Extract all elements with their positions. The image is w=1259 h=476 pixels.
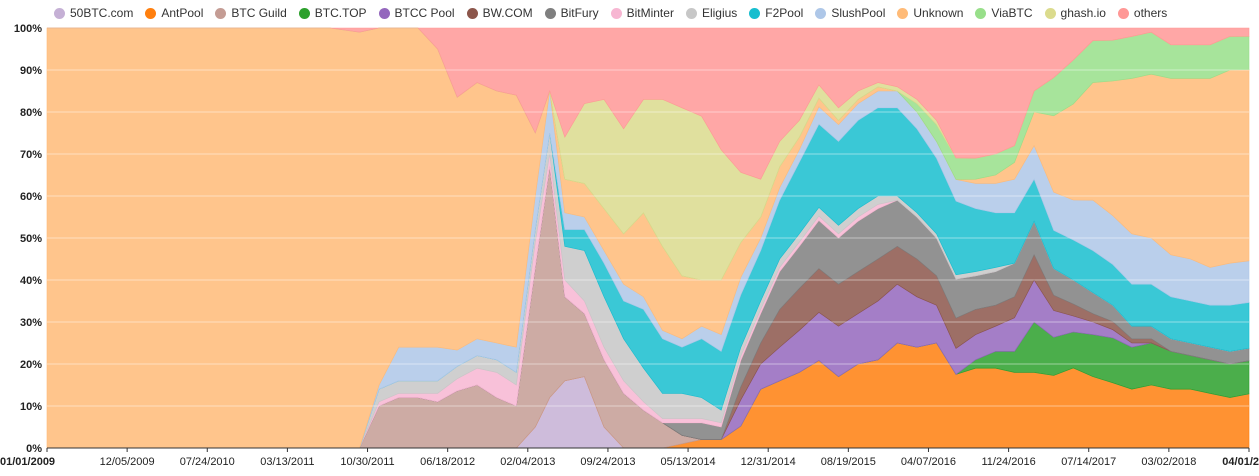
legend-item-btc-top[interactable]: BTC.TOP <box>298 6 367 20</box>
legend-item-btc-guild[interactable]: BTC Guild <box>215 6 287 20</box>
legend-marker <box>815 7 827 19</box>
legend-item-bw-com[interactable]: BW.COM <box>466 6 533 20</box>
legend-label: SlushPool <box>831 6 886 20</box>
legend-item-others[interactable]: others <box>1117 6 1168 20</box>
legend-label: Eligius <box>701 6 738 20</box>
grid <box>47 69 1249 407</box>
legend-item-viabtc[interactable]: ViaBTC <box>975 6 1033 20</box>
area-others <box>47 27 1250 180</box>
legend-marker <box>54 7 65 19</box>
x-tick-label: 01/01/2009 <box>0 456 55 468</box>
x-tick-label: 05/13/2014 <box>661 456 716 468</box>
y-tick-label: 40% <box>20 275 42 287</box>
legend-item-bitfury[interactable]: BitFury <box>544 6 599 20</box>
x-tick-label: 09/24/2013 <box>580 456 635 468</box>
legend-label: F2Pool <box>765 6 804 20</box>
x-tick-label: 02/04/2013 <box>500 456 555 468</box>
legend-item-f2pool[interactable]: F2Pool <box>749 6 803 20</box>
x-tick-label: 07/24/2010 <box>180 456 235 468</box>
legend-label: 50BTC.com <box>70 6 134 20</box>
legend-item-antpool[interactable]: AntPool <box>145 6 203 20</box>
legend-item-bitminter[interactable]: BitMinter <box>610 6 674 20</box>
area-series-group <box>46 27 1250 449</box>
legend-marker <box>685 7 697 19</box>
x-tick-label: 12/05/2009 <box>100 456 155 468</box>
legend-marker <box>544 7 556 19</box>
legend-marker <box>897 7 909 19</box>
x-tick-label: 12/31/2014 <box>741 456 796 468</box>
y-tick-label: 50% <box>20 233 42 245</box>
y-tick-label: 30% <box>20 317 42 329</box>
x-tick-label: 06/18/2012 <box>420 456 475 468</box>
y-tick-label: 20% <box>20 359 42 371</box>
legend-label: BitFury <box>560 6 599 20</box>
legend-label: AntPool <box>161 6 204 20</box>
legend-marker <box>749 7 761 19</box>
legend-label: ViaBTC <box>991 6 1033 20</box>
legend-marker <box>1044 7 1056 19</box>
legend-marker <box>1117 7 1129 19</box>
legend-item-btcc-pool[interactable]: BTCC Pool <box>378 6 455 20</box>
legend-label: ghash.io <box>1060 6 1106 20</box>
legend-marker <box>610 7 622 19</box>
x-tick-label: 03/02/2018 <box>1141 456 1196 468</box>
x-tick-label: 04/01/2 <box>1222 456 1259 468</box>
legend-marker <box>975 7 987 19</box>
y-tick-label: 0% <box>26 443 42 455</box>
legend-marker <box>466 7 478 19</box>
legend-marker <box>378 7 390 19</box>
legend-marker <box>145 7 157 19</box>
legend-label: BW.COM <box>482 6 533 20</box>
x-tick-label: 08/19/2015 <box>821 456 876 468</box>
y-tick-label: 80% <box>20 107 42 119</box>
legend-marker <box>215 7 227 19</box>
legend-item-unknown[interactable]: Unknown <box>897 6 963 20</box>
legend-label: BitMinter <box>626 6 674 20</box>
x-tick-label: 07/14/2017 <box>1061 456 1116 468</box>
y-tick-label: 90% <box>20 65 42 77</box>
legend-item-ghash-io[interactable]: ghash.io <box>1044 6 1106 20</box>
y-tick-label: 100% <box>14 23 42 35</box>
legend-item-slushpool[interactable]: SlushPool <box>815 6 885 20</box>
legend-label: BTC.TOP <box>314 6 367 20</box>
y-tick-label: 60% <box>20 191 42 203</box>
legend-label: BTCC Pool <box>394 6 455 20</box>
legend-item-50btc-com[interactable]: 50BTC.com <box>54 6 133 20</box>
y-tick-label: 70% <box>20 149 42 161</box>
legend-label: Unknown <box>913 6 964 20</box>
y-tick-label: 10% <box>20 401 42 413</box>
legend-item-eligius[interactable]: Eligius <box>685 6 738 20</box>
legend-label: BTC Guild <box>231 6 287 20</box>
chart-legend: 50BTC.com AntPool BTC Guild BTC.TOP BTCC Poo… <box>54 3 1179 23</box>
x-tick-label: 04/07/2016 <box>901 456 956 468</box>
x-tick-label: 11/24/2016 <box>981 456 1035 468</box>
legend-label: others <box>1133 6 1168 20</box>
legend-marker <box>298 7 310 19</box>
x-tick-label: 03/13/2011 <box>260 456 314 468</box>
x-tick-label: 10/30/2011 <box>340 456 394 468</box>
